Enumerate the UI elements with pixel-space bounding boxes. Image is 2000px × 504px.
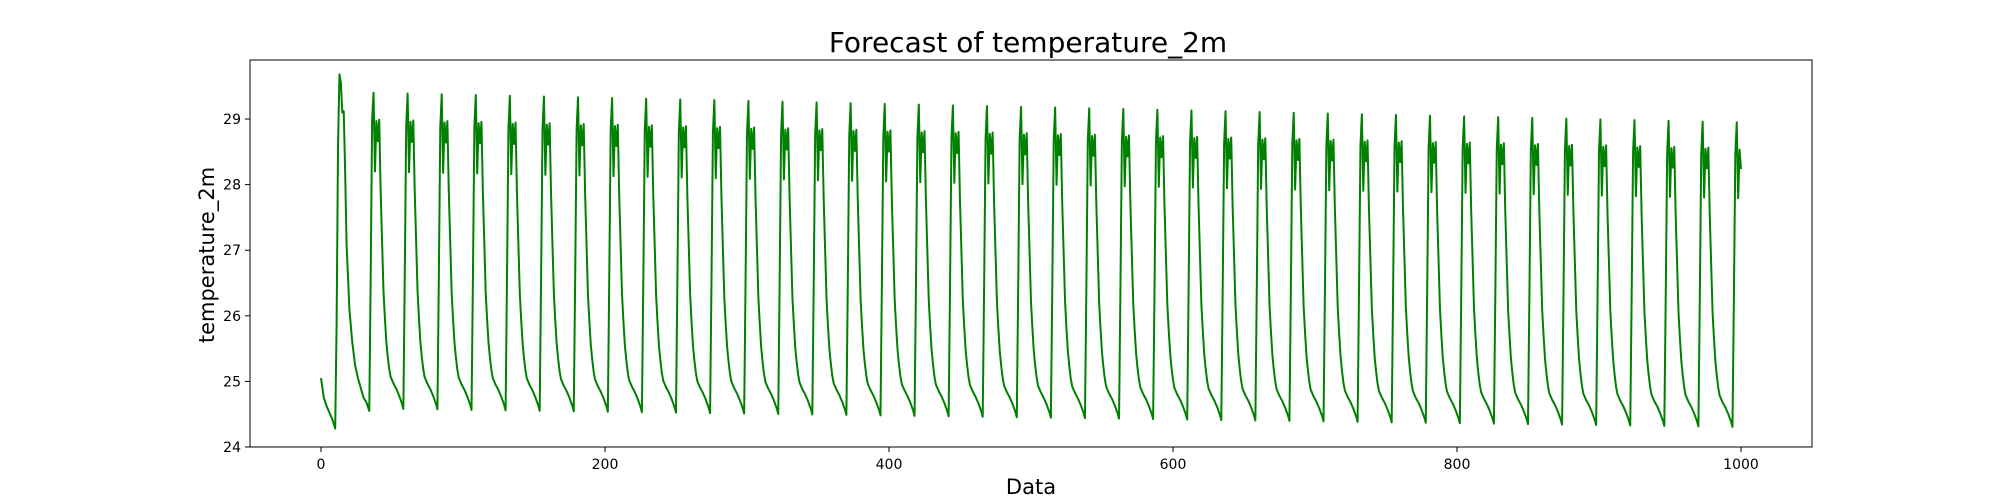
- y-tick-label: 28: [223, 178, 241, 194]
- y-axis-label: temperature_2m: [195, 167, 220, 343]
- chart-title: Forecast of temperature_2m: [829, 26, 1227, 59]
- axes-frame: [249, 59, 1813, 448]
- y-tick-label: 27: [223, 243, 241, 259]
- series-line-0: [320, 73, 1742, 430]
- x-axis-label: Data: [1006, 475, 1056, 499]
- x-tick-label: 1000: [1723, 457, 1759, 473]
- x-tick-label: 0: [317, 457, 326, 473]
- y-axis: 24 25 26 27 28 29: [223, 112, 250, 456]
- plot-area: [320, 73, 1742, 430]
- x-tick-label: 600: [1160, 457, 1187, 473]
- y-tick-label: 29: [223, 112, 241, 128]
- x-tick-label: 800: [1444, 457, 1471, 473]
- x-tick-label: 200: [592, 457, 619, 473]
- y-tick-label: 26: [223, 309, 241, 325]
- y-tick-label: 25: [223, 374, 241, 390]
- y-tick-label: 24: [223, 440, 241, 456]
- x-tick-label: 400: [876, 457, 903, 473]
- x-axis: 0 200 400 600 800 1000: [317, 447, 1759, 473]
